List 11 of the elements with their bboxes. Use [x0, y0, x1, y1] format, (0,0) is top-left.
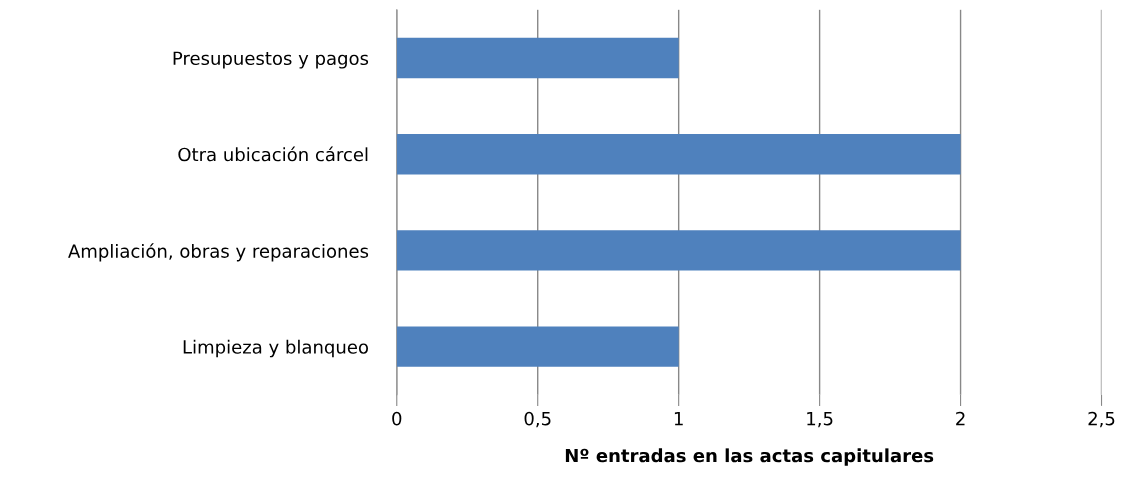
- x-tick-label: 1: [674, 411, 683, 426]
- y-tick-label: Presupuestos y pagos: [173, 51, 369, 69]
- x-axis-title: Nº entradas en las actas capitulares: [565, 448, 934, 466]
- y-tick-label: Limpieza y blanqueo: [183, 339, 368, 358]
- x-tick-label: 0: [392, 411, 402, 426]
- y-tick-label: Otra ubicación cárcel: [178, 146, 368, 162]
- y-tick-label: Ampliación, obras y reparaciones: [68, 243, 369, 262]
- x-tick-label: 0,5: [524, 411, 551, 428]
- x-tick-label: 1,5: [807, 411, 833, 428]
- x-tick-label: 2,5: [1088, 411, 1115, 428]
- x-tick-label: 2: [956, 411, 965, 426]
